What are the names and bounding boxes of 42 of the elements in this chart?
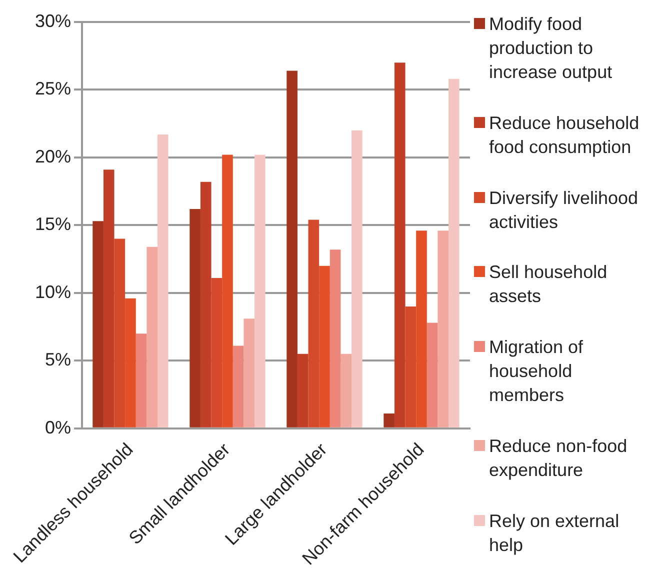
bar xyxy=(286,70,298,428)
bar xyxy=(222,154,233,428)
legend-label: Migration of household members xyxy=(489,336,584,408)
bar xyxy=(146,246,158,428)
legend-label: Sell household assets xyxy=(489,261,608,308)
bar xyxy=(394,62,406,428)
y-tick-label: 5% xyxy=(44,350,71,370)
legend-label: Diversify livelihood activities xyxy=(489,186,640,234)
bar xyxy=(158,134,168,428)
legend-label: Rely on external help xyxy=(489,510,620,557)
bar xyxy=(136,334,147,428)
bar xyxy=(448,78,460,428)
y-tick-label: 30% xyxy=(34,10,71,31)
bar xyxy=(416,230,427,428)
legend-label: Modify food production to increase output xyxy=(489,13,614,84)
legend-label: Reduce non-food expenditure xyxy=(489,435,628,482)
y-tick-label: 10% xyxy=(34,282,71,302)
bar xyxy=(297,354,308,428)
legend-label: Reduce household food consumption xyxy=(489,112,640,159)
bar xyxy=(352,130,362,428)
bar xyxy=(426,322,438,428)
y-tick-label: 15% xyxy=(34,214,71,234)
bar xyxy=(340,354,352,428)
bar xyxy=(319,266,330,428)
bar xyxy=(254,154,266,428)
y-tick-label: 20% xyxy=(34,146,71,166)
bar xyxy=(125,298,136,428)
bar xyxy=(92,221,104,428)
bar xyxy=(232,346,244,428)
bar xyxy=(438,230,449,428)
y-tick-label: 25% xyxy=(34,78,71,99)
bar xyxy=(103,170,114,428)
bar xyxy=(211,278,222,428)
bar xyxy=(244,318,255,428)
bar xyxy=(200,182,212,428)
y-tick-label: 0% xyxy=(44,417,71,438)
bar xyxy=(384,414,394,428)
bar xyxy=(330,250,341,428)
bar xyxy=(114,238,126,428)
bar xyxy=(190,208,200,428)
bar xyxy=(405,306,416,428)
bar xyxy=(308,220,320,428)
